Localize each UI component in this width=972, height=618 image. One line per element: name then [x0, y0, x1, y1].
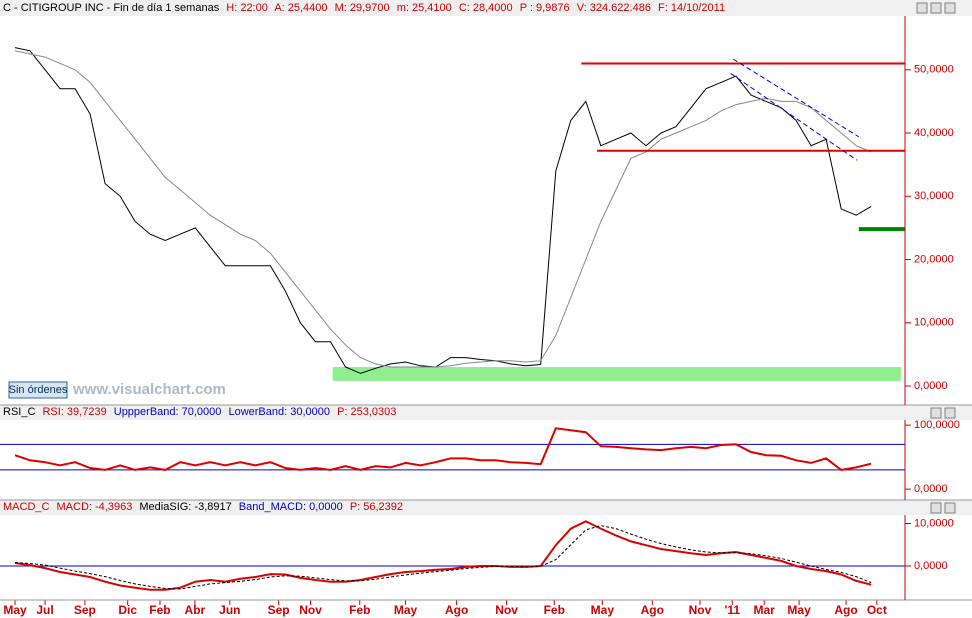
x-tick-label: Dic: [118, 603, 137, 617]
header-field: A: 25,4400: [274, 2, 327, 14]
x-tick-label: Jun: [219, 603, 240, 617]
x-tick-label: Feb: [349, 603, 370, 617]
y-tick-label: 10,0000: [914, 317, 954, 329]
series-line: [14, 525, 872, 590]
header-field: V: 324.622.486: [577, 2, 651, 14]
window-buttons: [916, 2, 956, 514]
header-field: Band_MACD: 0,0000: [239, 501, 343, 513]
y-tick-label: 50,0000: [914, 64, 954, 76]
support-zone: [332, 367, 901, 381]
header: C - CITIGROUP INC - Fin de día 1 semanas…: [3, 2, 725, 14]
header-field: M: 29,9700: [335, 2, 390, 14]
header-field: MediaSIG: -3,8917: [139, 501, 231, 513]
x-tick-label: Mar: [754, 603, 776, 617]
x-tick-label: May: [394, 603, 418, 617]
x-tick-label: Jul: [36, 603, 53, 617]
header-field: RSI: 39,7239: [42, 406, 106, 418]
header-field: H: 22:00: [226, 2, 268, 14]
header-field: MACD: -4,3963: [57, 501, 133, 513]
header-field: P: 56,2392: [350, 501, 403, 513]
header-field: MACD_C: [3, 501, 50, 513]
series-line: [14, 47, 872, 374]
y-tick-label: 20,0000: [914, 253, 954, 265]
header-field: P : 9,9876: [520, 2, 570, 14]
x-tick-label: Nov: [689, 603, 712, 617]
channel-line: [732, 58, 860, 138]
y-tick-label: 30,0000: [914, 190, 954, 202]
maximize-button[interactable]: [930, 502, 942, 514]
orders-button[interactable]: [8, 381, 68, 399]
header-field: RSI_C: [3, 406, 35, 418]
x-tick-label: Ago: [834, 603, 857, 617]
header-bar: [0, 405, 972, 420]
x-tick-label: May: [3, 603, 27, 617]
x-tick-label: '11: [724, 603, 740, 617]
macd-header: MACD_C MACD: -4,3963 MediaSIG: -3,8917 B…: [3, 501, 403, 513]
orders-button-label: Sin órdenes: [9, 384, 68, 396]
header-field: F: 14/10/2011: [658, 2, 725, 14]
header-bar: [0, 0, 972, 16]
close-button[interactable]: [944, 502, 956, 514]
x-tick-label: Abr: [185, 603, 206, 617]
x-tick-label: Sep: [268, 603, 290, 617]
x-tick-label: Nov: [495, 603, 518, 617]
x-tick-label: Ago: [641, 603, 664, 617]
header-field: m: 25,4100: [397, 2, 452, 14]
y-tick-label: 40,0000: [914, 127, 954, 139]
y-tick-label: 0,0000: [914, 560, 948, 572]
x-tick-label: Nov: [299, 603, 322, 617]
header-field: LowerBand: 30,0000: [228, 406, 330, 418]
watermark: www.visualchart.com: [72, 381, 226, 398]
x-tick-label: Sep: [74, 603, 96, 617]
y-tick-label: 100,0000: [914, 419, 960, 431]
close-button[interactable]: [944, 2, 956, 14]
y-tick-label: 0,0000: [914, 483, 948, 495]
header-bar: [0, 500, 972, 515]
x-tick-label: Ago: [445, 603, 468, 617]
series-line: [14, 427, 872, 471]
x-tick-label: May: [787, 603, 811, 617]
channel-line: [730, 73, 858, 161]
x-tick-label: May: [591, 603, 615, 617]
maximize-button[interactable]: [930, 407, 942, 419]
header-field: UppperBand: 70,0000: [114, 406, 222, 418]
maximize-button[interactable]: [930, 2, 942, 14]
minimize-button[interactable]: [916, 2, 928, 14]
header-name: C - CITIGROUP INC - Fin de día 1 semanas: [3, 2, 220, 14]
header-field: C: 28,4000: [459, 2, 513, 14]
close-button[interactable]: [944, 407, 956, 419]
x-tick-label: Oct: [867, 603, 887, 617]
header-field: P: 253,0303: [337, 406, 396, 418]
y-tick-label: 10,0000: [914, 517, 954, 529]
rsi-header: RSI_C RSI: 39,7239 UppperBand: 70,0000 L…: [3, 406, 396, 418]
y-tick-label: 0,0000: [914, 380, 948, 392]
series-line: [14, 50, 872, 368]
x-tick-label: Feb: [544, 603, 565, 617]
x-tick-label: Feb: [149, 603, 170, 617]
